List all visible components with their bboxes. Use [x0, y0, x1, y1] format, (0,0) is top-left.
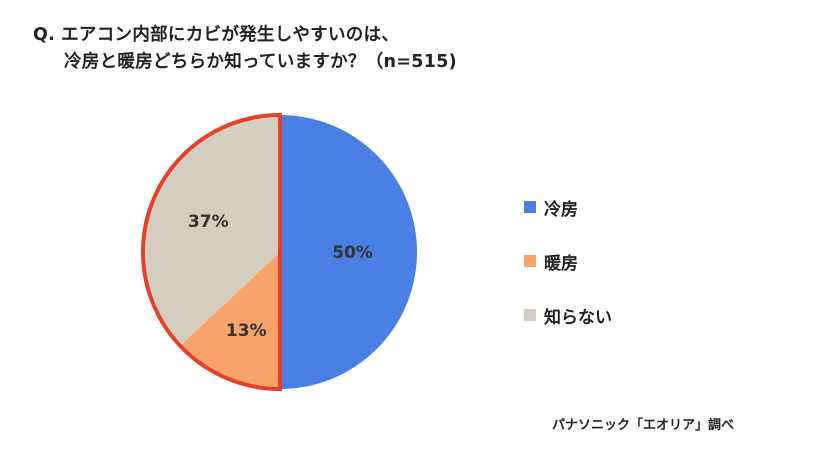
slice-label-heating: 13%: [226, 321, 267, 341]
legend-swatch-heating: [524, 255, 536, 267]
question-text-1: エアコン内部にカビが発生しやすいのは、: [61, 25, 400, 45]
pie-slice-unknown: [142, 114, 280, 346]
question-line-1: Q. エアコン内部にカビが発生しやすいのは、: [33, 22, 457, 49]
legend-item-unknown: 知らない: [524, 300, 612, 330]
legend-swatch-unknown: [524, 309, 536, 321]
slice-label-cooling: 50%: [332, 243, 373, 263]
legend-label-heating: 暖房: [544, 253, 578, 274]
source-note: パナソニック「エオリア」調べ: [552, 418, 735, 433]
legend-swatch-cooling: [524, 201, 536, 213]
chart-legend: 冷房 暖房 知らない: [524, 192, 612, 354]
highlight-border: [141, 112, 282, 392]
question-prefix: Q.: [33, 25, 56, 45]
question-title: Q. エアコン内部にカビが発生しやすいのは、 冷房と暖房どちらか知っていますか？（…: [33, 22, 457, 76]
legend-label-unknown: 知らない: [544, 307, 612, 328]
legend-item-heating: 暖房: [524, 246, 612, 276]
legend-item-cooling: 冷房: [524, 192, 612, 222]
legend-label-cooling: 冷房: [544, 199, 578, 220]
pie-slice-cooling: [280, 115, 417, 389]
question-line-2: 冷房と暖房どちらか知っていますか？（n=515): [64, 52, 457, 72]
pie-slice-heating: [180, 252, 280, 389]
slice-label-unknown: 37%: [188, 212, 229, 232]
